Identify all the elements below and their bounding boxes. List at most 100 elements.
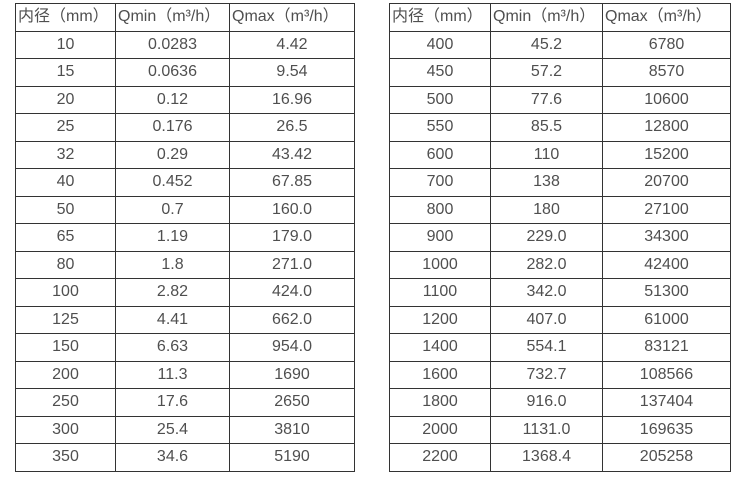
qmax-cell: 27100 xyxy=(602,195,731,224)
qmin-cell: 77.6 xyxy=(490,85,603,114)
table-row: 600 110 15200 xyxy=(389,140,731,169)
diameter-cell: 550 xyxy=(389,113,491,142)
diameter-cell: 200 xyxy=(15,360,116,389)
table-row: 20 0.12 16.96 xyxy=(15,85,355,114)
table-row: 250 17.6 2650 xyxy=(15,388,355,417)
qmax-cell: 12800 xyxy=(602,113,731,142)
diameter-cell: 450 xyxy=(389,58,491,87)
qmin-cell: 85.5 xyxy=(490,113,603,142)
table-row: 550 85.5 12800 xyxy=(389,113,731,142)
diameter-cell: 800 xyxy=(389,195,491,224)
table-row: 300 25.4 3810 xyxy=(15,415,355,444)
diameter-cell: 1600 xyxy=(389,360,491,389)
table-row: 2200 1368.4 205258 xyxy=(389,443,731,472)
diameter-cell: 700 xyxy=(389,168,491,197)
qmin-cell: 0.176 xyxy=(115,113,230,142)
table-row: 200 11.3 1690 xyxy=(15,360,355,389)
table-row: 10 0.0283 4.42 xyxy=(15,30,355,59)
diameter-cell: 10 xyxy=(15,30,116,59)
header-row: 内径（mm） Qmin（m³/h） Qmax（m³/h） xyxy=(15,3,355,32)
qmax-cell: 954.0 xyxy=(229,333,355,362)
table-row: 1100 342.0 51300 xyxy=(389,278,731,307)
table-row: 1400 554.1 83121 xyxy=(389,333,731,362)
table-body-large-diameters: 400 45.2 6780 450 57.2 8570 500 77.6 10600 550 85.… xyxy=(389,30,731,472)
diameter-cell: 400 xyxy=(389,30,491,59)
qmin-cell: 0.452 xyxy=(115,168,230,197)
diameter-cell: 300 xyxy=(15,415,116,444)
diameter-cell: 65 xyxy=(15,223,116,252)
qmax-cell: 51300 xyxy=(602,278,731,307)
diameter-cell: 900 xyxy=(389,223,491,252)
header-qmax: Qmax（m³/h） xyxy=(602,3,731,32)
table-row: 1600 732.7 108566 xyxy=(389,360,731,389)
qmin-cell: 1.8 xyxy=(115,250,230,279)
diameter-cell: 125 xyxy=(15,305,116,334)
qmax-cell: 108566 xyxy=(602,360,731,389)
qmin-cell: 2.82 xyxy=(115,278,230,307)
diameter-cell: 1200 xyxy=(389,305,491,334)
diameter-cell: 150 xyxy=(15,333,116,362)
header-inner-diameter: 内径（mm） xyxy=(15,3,116,32)
qmax-cell: 662.0 xyxy=(229,305,355,334)
diameter-cell: 2000 xyxy=(389,415,491,444)
table-row: 65 1.19 179.0 xyxy=(15,223,355,252)
table-row: 500 77.6 10600 xyxy=(389,85,731,114)
qmin-cell: 57.2 xyxy=(490,58,603,87)
qmin-cell: 407.0 xyxy=(490,305,603,334)
qmax-cell: 42400 xyxy=(602,250,731,279)
diameter-cell: 1800 xyxy=(389,388,491,417)
header-row: 内径（mm） Qmin（m³/h） Qmax（m³/h） xyxy=(389,3,731,32)
diameter-cell: 500 xyxy=(389,85,491,114)
table-row: 50 0.7 160.0 xyxy=(15,195,355,224)
qmax-cell: 83121 xyxy=(602,333,731,362)
table-row: 900 229.0 34300 xyxy=(389,223,731,252)
qmax-cell: 179.0 xyxy=(229,223,355,252)
qmin-cell: 732.7 xyxy=(490,360,603,389)
qmin-cell: 554.1 xyxy=(490,333,603,362)
qmax-cell: 26.5 xyxy=(229,113,355,142)
table-row: 150 6.63 954.0 xyxy=(15,333,355,362)
qmin-cell: 11.3 xyxy=(115,360,230,389)
table-row: 450 57.2 8570 xyxy=(389,58,731,87)
table-row: 32 0.29 43.42 xyxy=(15,140,355,169)
table-row: 40 0.452 67.85 xyxy=(15,168,355,197)
diameter-cell: 600 xyxy=(389,140,491,169)
qmax-cell: 205258 xyxy=(602,443,731,472)
qmax-cell: 43.42 xyxy=(229,140,355,169)
diameter-cell: 80 xyxy=(15,250,116,279)
table-row: 1800 916.0 137404 xyxy=(389,388,731,417)
qmin-cell: 342.0 xyxy=(490,278,603,307)
header-qmin: Qmin（m³/h） xyxy=(115,3,230,32)
qmax-cell: 61000 xyxy=(602,305,731,334)
qmax-cell: 3810 xyxy=(229,415,355,444)
qmax-cell: 9.54 xyxy=(229,58,355,87)
qmin-cell: 138 xyxy=(490,168,603,197)
flow-table-large-diameters: 内径（mm） Qmin（m³/h） Qmax（m³/h） 400 45.2 6780… xyxy=(389,3,731,472)
diameter-cell: 1400 xyxy=(389,333,491,362)
qmin-cell: 1131.0 xyxy=(490,415,603,444)
qmin-cell: 1368.4 xyxy=(490,443,603,472)
qmax-cell: 1690 xyxy=(229,360,355,389)
qmax-cell: 271.0 xyxy=(229,250,355,279)
table-row: 100 2.82 424.0 xyxy=(15,278,355,307)
qmax-cell: 4.42 xyxy=(229,30,355,59)
diameter-cell: 25 xyxy=(15,113,116,142)
qmax-cell: 169635 xyxy=(602,415,731,444)
diameter-cell: 250 xyxy=(15,388,116,417)
qmin-cell: 0.0636 xyxy=(115,58,230,87)
diameter-cell: 50 xyxy=(15,195,116,224)
qmax-cell: 137404 xyxy=(602,388,731,417)
diameter-cell: 1100 xyxy=(389,278,491,307)
diameter-cell: 100 xyxy=(15,278,116,307)
header-qmin: Qmin（m³/h） xyxy=(490,3,603,32)
qmax-cell: 20700 xyxy=(602,168,731,197)
table-row: 800 180 27100 xyxy=(389,195,731,224)
qmin-cell: 229.0 xyxy=(490,223,603,252)
qmin-cell: 110 xyxy=(490,140,603,169)
diameter-cell: 20 xyxy=(15,85,116,114)
qmax-cell: 2650 xyxy=(229,388,355,417)
table-body-small-diameters: 10 0.0283 4.42 15 0.0636 9.54 20 0.12 16.96 25 0.1… xyxy=(15,30,355,472)
table-row: 350 34.6 5190 xyxy=(15,443,355,472)
header-inner-diameter: 内径（mm） xyxy=(389,3,491,32)
qmin-cell: 180 xyxy=(490,195,603,224)
